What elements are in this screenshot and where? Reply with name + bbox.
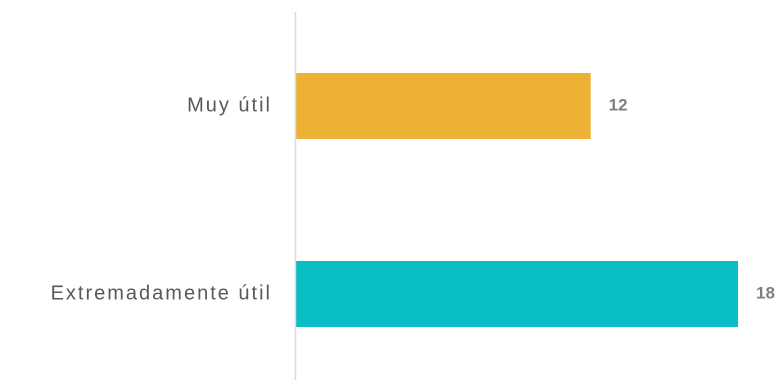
bar-2: [296, 261, 738, 327]
value-label-1: 12: [609, 95, 628, 114]
category-label-1: Muy útil: [187, 94, 272, 116]
bar-1: [296, 73, 591, 139]
category-label-2: Extremadamente útil: [51, 282, 272, 304]
bars-group: [296, 73, 738, 327]
value-label-2: 18: [756, 283, 775, 302]
